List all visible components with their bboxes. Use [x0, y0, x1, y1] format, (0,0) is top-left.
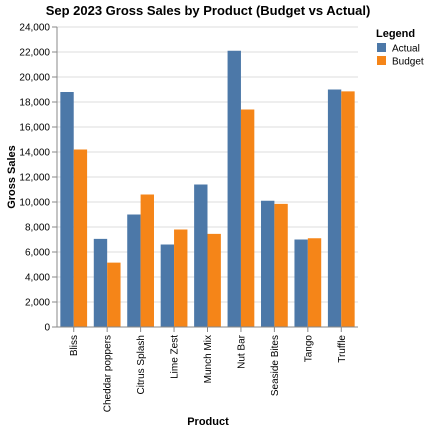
bar-budget-truffle	[341, 91, 355, 327]
bar-budget-nut-bar	[240, 109, 255, 327]
legend-swatch-budget	[377, 56, 386, 65]
bar-actual-cheddar-poppers	[93, 238, 108, 327]
legend-label-budget: Budget	[392, 57, 424, 68]
bars	[60, 50, 355, 327]
y-tick-label: 14,000	[19, 148, 50, 159]
bar-actual-citrus-splash	[127, 214, 141, 327]
x-tick-label: Munch Mix	[203, 335, 214, 383]
bar-budget-munch-mix	[207, 233, 221, 327]
y-tick-label: 8,000	[25, 223, 50, 234]
legend: Legend Actual Budget	[376, 28, 424, 68]
y-axis: 0 2,000 4,000 6,000 8,000 10,000 12,000 14,000 1…	[19, 23, 58, 334]
y-tick-label: 22,000	[19, 48, 50, 59]
bar-actual-nut-bar	[227, 50, 241, 327]
bar-budget-lime-zest	[174, 229, 188, 327]
bar-actual-bliss	[60, 92, 74, 327]
x-tick-label: Tango	[303, 335, 314, 363]
bar-actual-truffle	[327, 89, 342, 327]
bar-budget-tango	[307, 238, 322, 327]
y-tick-label: 6,000	[25, 248, 50, 259]
y-tick-label: 16,000	[19, 123, 50, 134]
y-tick-label: 4,000	[25, 273, 50, 284]
x-tick-label: Citrus Splash	[136, 335, 147, 394]
y-tick-label: 0	[44, 323, 50, 334]
x-axis: Bliss Cheddar poppers Citrus Splash Lime Ze…	[57, 326, 358, 412]
x-tick-label: Seaside Bites	[270, 335, 281, 396]
y-axis-title: Gross Sales	[6, 145, 18, 209]
x-tick-label: Truffle	[337, 335, 348, 363]
y-tick-label: 2,000	[25, 298, 50, 309]
legend-label-actual: Actual	[392, 44, 420, 55]
y-tick-label: 20,000	[19, 73, 50, 84]
y-tick-label: 10,000	[19, 198, 50, 209]
y-tick-label: 18,000	[19, 98, 50, 109]
x-axis-title: Product	[187, 416, 229, 428]
x-tick-label: Nut Bar	[236, 334, 247, 369]
bar-budget-bliss	[73, 149, 88, 327]
legend-swatch-actual	[377, 43, 386, 52]
y-tick-label: 12,000	[19, 173, 50, 184]
y-tick-label: 24,000	[19, 23, 50, 34]
x-tick-label: Cheddar poppers	[103, 335, 114, 412]
chart-title: Sep 2023 Gross Sales by Product (Budget …	[46, 3, 371, 18]
bar-budget-citrus-splash	[140, 194, 154, 327]
x-tick-label: Bliss	[69, 335, 80, 356]
bar-actual-lime-zest	[160, 244, 175, 327]
x-tick-label: Lime Zest	[170, 335, 181, 379]
bar-actual-munch-mix	[194, 184, 208, 327]
bar-budget-cheddar-poppers	[107, 262, 121, 327]
bar-actual-seaside-bites	[261, 200, 275, 327]
bar-actual-tango	[294, 239, 308, 327]
legend-title: Legend	[376, 28, 415, 40]
bar-budget-seaside-bites	[274, 203, 288, 327]
